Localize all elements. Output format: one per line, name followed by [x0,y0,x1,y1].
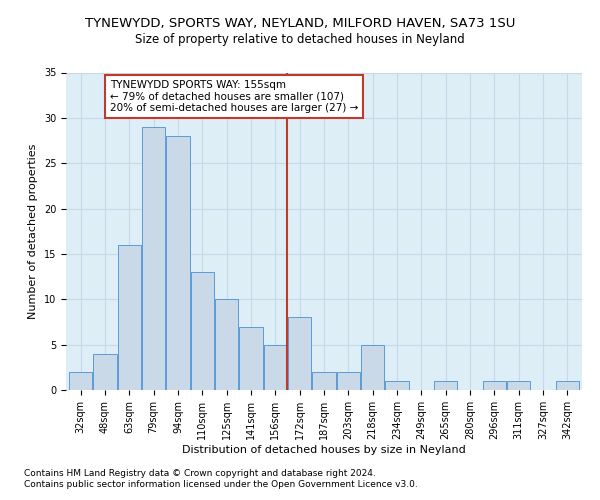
Bar [94,354,116,390]
Bar [288,318,311,390]
Bar [385,381,409,390]
Text: Size of property relative to detached houses in Neyland: Size of property relative to detached ho… [135,32,465,46]
Bar [434,381,457,390]
Bar [191,272,214,390]
Bar [313,372,335,390]
Y-axis label: Number of detached properties: Number of detached properties [28,144,38,319]
Bar [118,245,141,390]
Bar [142,127,165,390]
Bar [215,300,238,390]
Bar [483,381,506,390]
Text: Contains HM Land Registry data © Crown copyright and database right 2024.: Contains HM Land Registry data © Crown c… [24,468,376,477]
Bar [239,326,263,390]
Bar [69,372,92,390]
Text: Contains public sector information licensed under the Open Government Licence v3: Contains public sector information licen… [24,480,418,489]
X-axis label: Distribution of detached houses by size in Neyland: Distribution of detached houses by size … [182,444,466,454]
Text: TYNEWYDD SPORTS WAY: 155sqm
← 79% of detached houses are smaller (107)
20% of se: TYNEWYDD SPORTS WAY: 155sqm ← 79% of det… [110,80,358,113]
Bar [507,381,530,390]
Bar [337,372,360,390]
Text: TYNEWYDD, SPORTS WAY, NEYLAND, MILFORD HAVEN, SA73 1SU: TYNEWYDD, SPORTS WAY, NEYLAND, MILFORD H… [85,18,515,30]
Bar [264,344,287,390]
Bar [361,344,384,390]
Bar [166,136,190,390]
Bar [556,381,579,390]
